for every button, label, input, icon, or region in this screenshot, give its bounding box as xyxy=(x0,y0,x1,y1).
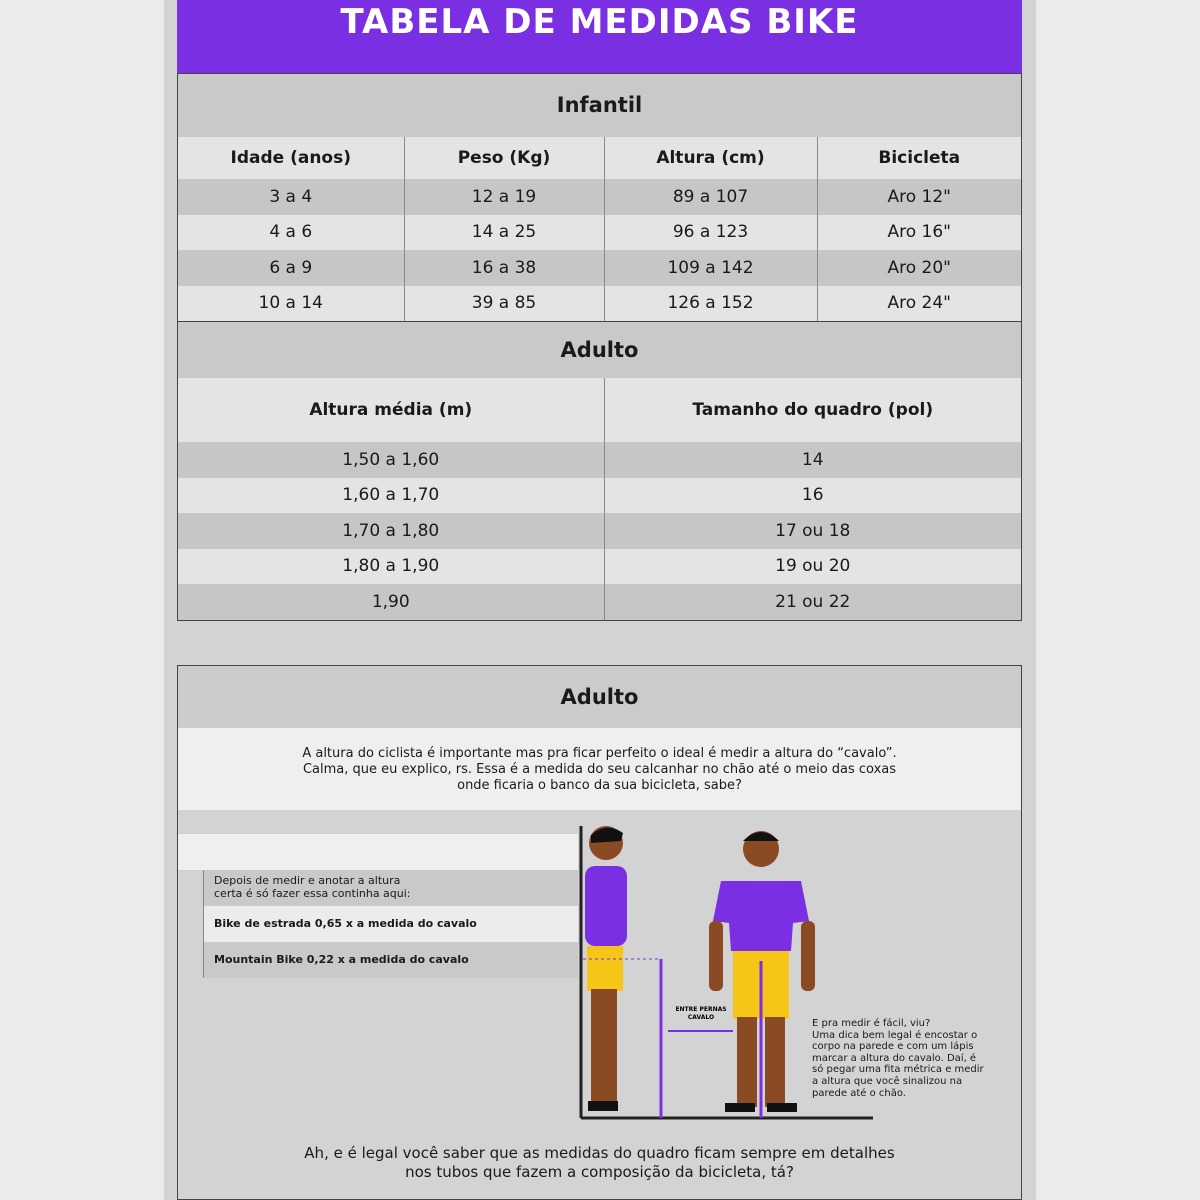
table-cell: 126 a 152 xyxy=(604,285,818,321)
measuring-tip: E pra medir é fácil, viu? Uma dica bem le… xyxy=(812,1018,984,1099)
table-cell: 39 a 85 xyxy=(404,285,605,321)
table-row: 1,70 a 1,80 17 ou 18 xyxy=(178,513,1021,549)
table-row: 1,90 21 ou 22 xyxy=(178,584,1021,620)
table-cell: 1,50 a 1,60 xyxy=(178,442,605,478)
table-cell: 17 ou 18 xyxy=(604,513,1021,549)
footer-note: Ah, e é legal você saber que as medidas … xyxy=(304,1144,895,1181)
table-cell: 16 xyxy=(604,477,1021,513)
adulto-heading: Adulto xyxy=(178,321,1021,378)
page-title: TABELA DE MEDIDAS BIKE xyxy=(177,0,1022,73)
side-figure xyxy=(585,826,627,1111)
header-cell: Tamanho do quadro (pol) xyxy=(604,378,1021,442)
front-figure xyxy=(709,831,815,1112)
intro-line: onde ficaria o banco da sua bicicleta, s… xyxy=(457,778,742,793)
guide-heading: Adulto xyxy=(178,666,1021,728)
steps-intro: Depois de medir e anotar a altura certa é… xyxy=(203,870,578,906)
table-cell: 1,70 a 1,80 xyxy=(178,513,605,549)
spacer xyxy=(178,834,578,870)
table-row: 10 a 14 39 a 85 126 a 152 Aro 24" xyxy=(178,285,1021,321)
table-cell: 96 a 123 xyxy=(604,214,818,250)
table-cell: 6 a 9 xyxy=(178,250,405,286)
header-cell: Bicicleta xyxy=(817,137,1021,179)
guide-section: Adulto A altura do ciclista é importante… xyxy=(177,665,1022,1200)
header-cell: Idade (anos) xyxy=(178,137,405,179)
table-cell: Aro 24" xyxy=(817,285,1021,321)
infantil-table: Infantil Idade (anos) Peso (Kg) Altura (… xyxy=(177,73,1022,621)
table-header: Altura média (m) Tamanho do quadro (pol) xyxy=(178,378,1021,442)
table-cell: 109 a 142 xyxy=(604,250,818,286)
table-cell: 4 a 6 xyxy=(178,214,405,250)
intro-line: A altura do ciclista é importante mas pr… xyxy=(302,746,897,761)
table-cell: 14 a 25 xyxy=(404,214,605,250)
header-cell: Peso (Kg) xyxy=(404,137,605,179)
table-cell: 10 a 14 xyxy=(178,285,405,321)
table-row: 4 a 6 14 a 25 96 a 123 Aro 16" xyxy=(178,214,1021,250)
table-cell: 1,60 a 1,70 xyxy=(178,477,605,513)
table-cell: Aro 16" xyxy=(817,214,1021,250)
table-cell: 16 a 38 xyxy=(404,250,605,286)
intro-line: Calma, que eu explico, rs. Essa é a medi… xyxy=(302,762,897,777)
table-row: 1,80 a 1,90 19 ou 20 xyxy=(178,548,1021,584)
infantil-heading: Infantil xyxy=(178,74,1021,137)
table-cell: 1,90 xyxy=(178,584,605,620)
table-cell: 19 ou 20 xyxy=(604,548,1021,584)
table-cell: 21 ou 22 xyxy=(604,584,1021,620)
table-row: 1,50 a 1,60 14 xyxy=(178,442,1021,478)
table-cell: 89 a 107 xyxy=(604,179,818,215)
between-legs-label: ENTRE PERNAS xyxy=(675,1006,726,1013)
header-cell: Altura média (m) xyxy=(178,378,605,442)
table-row: 6 a 9 16 a 38 109 a 142 Aro 20" xyxy=(178,250,1021,286)
header-cell: Altura (cm) xyxy=(604,137,818,179)
table-cell: Aro 20" xyxy=(817,250,1021,286)
table-cell: Aro 12" xyxy=(817,179,1021,215)
road-bike-formula: Bike de estrada 0,65 x a medida do caval… xyxy=(203,906,578,942)
table-row: 3 a 4 12 a 19 89 a 107 Aro 12" xyxy=(178,179,1021,215)
table-row: 1,60 a 1,70 16 xyxy=(178,477,1021,513)
table-cell: 14 xyxy=(604,442,1021,478)
table-cell: 1,80 a 1,90 xyxy=(178,548,605,584)
table-cell: 12 a 19 xyxy=(404,179,605,215)
intro-text: A altura do ciclista é importante mas pr… xyxy=(178,728,1021,810)
table-cell: 3 a 4 xyxy=(178,179,405,215)
measurement-illustration: ENTRE PERNAS CAVALO xyxy=(579,826,873,1120)
mtb-formula: Mountain Bike 0,22 x a medida do cavalo xyxy=(203,942,578,978)
svg-text:CAVALO: CAVALO xyxy=(688,1014,714,1021)
table-header: Idade (anos) Peso (Kg) Altura (cm) Bicic… xyxy=(178,137,1021,179)
